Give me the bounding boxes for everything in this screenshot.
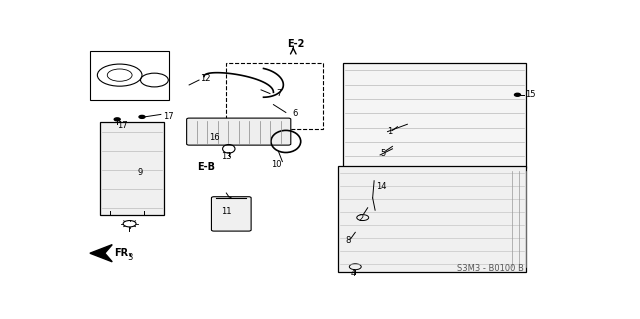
Text: FR.: FR. — [114, 248, 132, 258]
Circle shape — [139, 115, 145, 118]
Circle shape — [515, 93, 520, 96]
FancyBboxPatch shape — [187, 118, 291, 145]
Text: 1: 1 — [388, 127, 393, 136]
FancyBboxPatch shape — [338, 166, 527, 272]
Text: E-2: E-2 — [287, 40, 305, 49]
Text: 13: 13 — [221, 152, 232, 161]
Text: 4: 4 — [350, 269, 356, 278]
Text: 15: 15 — [525, 90, 536, 99]
Polygon shape — [90, 245, 112, 262]
Text: 8: 8 — [346, 236, 351, 245]
Circle shape — [114, 118, 120, 121]
Text: E-B: E-B — [198, 162, 216, 172]
Text: 6: 6 — [292, 109, 298, 118]
Text: 17: 17 — [163, 112, 174, 121]
Text: 12: 12 — [200, 74, 211, 83]
FancyBboxPatch shape — [100, 122, 164, 215]
Text: 14: 14 — [376, 182, 387, 191]
Text: 2: 2 — [359, 214, 364, 223]
Text: 5: 5 — [380, 149, 385, 158]
Text: 17: 17 — [117, 122, 128, 130]
Text: 9: 9 — [137, 168, 142, 177]
Text: 3: 3 — [127, 253, 132, 262]
FancyBboxPatch shape — [211, 197, 251, 231]
Text: 16: 16 — [209, 133, 220, 142]
Text: 11: 11 — [221, 207, 232, 216]
Text: S3M3 - B0100 B: S3M3 - B0100 B — [457, 264, 524, 273]
Text: 7: 7 — [276, 89, 282, 98]
FancyBboxPatch shape — [343, 63, 527, 168]
Text: 10: 10 — [271, 160, 282, 169]
